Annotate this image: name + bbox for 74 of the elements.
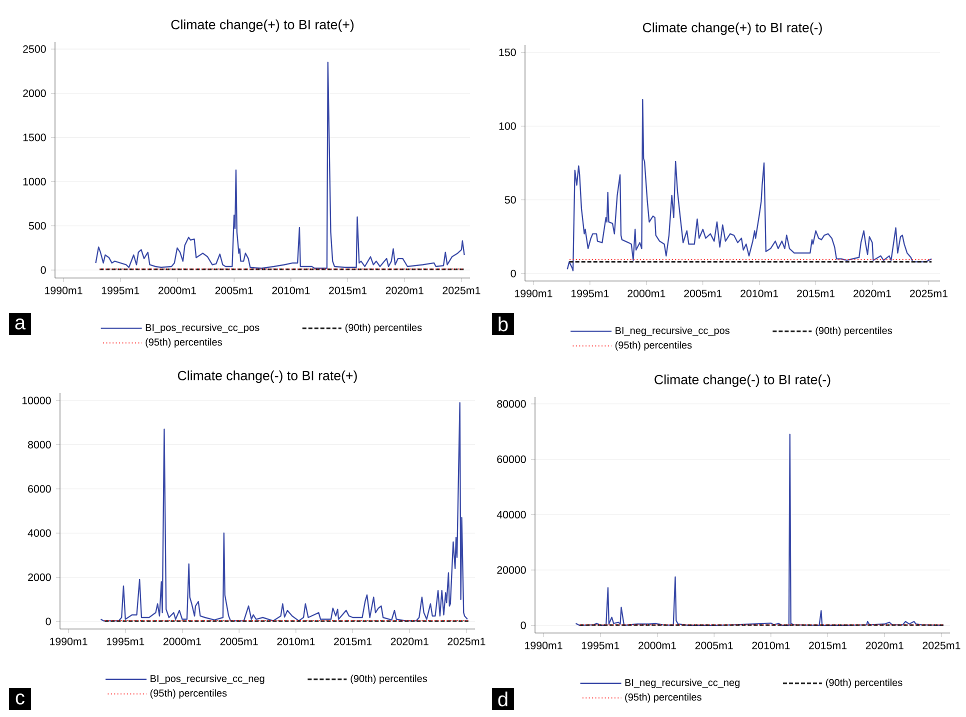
y-tick-label: 4000	[28, 529, 51, 537]
x-tick-label: 2000m1	[158, 286, 196, 294]
x-tick-label: 2020m1	[390, 638, 428, 646]
legend-label: (95th) percentiles	[150, 689, 227, 699]
x-tick-label: 1990m1	[50, 638, 88, 646]
x-tick-label: 1995m1	[102, 286, 140, 294]
x-tick-label: 2015m1	[334, 638, 372, 646]
legend-label: (90th) percentiles	[826, 678, 902, 688]
x-tick-label: 2015m1	[329, 286, 367, 294]
line-series	[100, 402, 468, 622]
x-tick-label: 1995m1	[106, 638, 144, 646]
y-tick-label: 80000	[497, 400, 526, 408]
x-tick-label: 2005m1	[684, 290, 722, 298]
legend-label: (90th) percentiles	[816, 326, 892, 336]
x-tick-label: 2025m1	[922, 642, 960, 650]
y-tick-label: 0	[40, 266, 46, 274]
legend-label: (90th) percentiles	[345, 324, 422, 334]
y-tick-label: 40000	[496, 510, 526, 518]
x-tick-label: 2015m1	[809, 642, 847, 650]
legend-label: BI_pos_recursive_cc_pos	[146, 324, 260, 334]
y-tick-label: 2000	[28, 574, 51, 582]
x-tick-label: 2025m1	[442, 286, 480, 294]
chart-title: Climate change(+) to BI rate(+)	[171, 20, 354, 32]
x-tick-label: 1995m1	[571, 290, 609, 298]
x-tick-label: 2025m1	[910, 290, 948, 298]
chart-title: Climate change(-) to BI rate(+)	[178, 370, 357, 383]
text: c	[16, 694, 24, 704]
y-tick-label: 8000	[28, 440, 51, 448]
x-tick-label: 2005m1	[215, 286, 253, 294]
y-tick-label: 150	[499, 48, 516, 56]
y-tick-label: 50	[504, 196, 516, 204]
legend-label: (95th) percentiles	[625, 693, 702, 703]
x-tick-label: 1990m1	[45, 286, 82, 294]
x-tick-label: 2010m1	[277, 638, 315, 646]
x-tick-label: 2025m1	[448, 638, 486, 646]
legend-label: (95th) percentiles	[615, 341, 692, 351]
x-tick-label: 2010m1	[740, 290, 778, 298]
y-tick-label: 6000	[28, 485, 51, 493]
y-tick-label: 0	[520, 622, 526, 630]
text: b	[498, 316, 508, 332]
y-tick-label: 10000	[22, 396, 51, 404]
y-tick-label: 100	[499, 122, 516, 130]
legend-label: (90th) percentiles	[350, 674, 427, 684]
x-tick-label: 1990m1	[525, 642, 562, 650]
y-tick-label: 1000	[23, 178, 46, 186]
x-tick-label: 2005m1	[220, 638, 258, 646]
x-tick-label: 2010m1	[272, 286, 310, 294]
y-tick-label: 500	[28, 222, 46, 230]
chart-title: Climate change(-) to BI rate(-)	[654, 374, 830, 387]
chart-title: Climate change(+) to BI rate(-)	[642, 22, 822, 35]
legend-label: BI_neg_recursive_cc_pos	[616, 326, 730, 336]
x-tick-label: 2000m1	[638, 642, 676, 650]
y-tick-label: 20000	[497, 566, 526, 574]
legend-label: BI_neg_recursive_cc_neg	[625, 678, 740, 688]
x-tick-label: 2000m1	[164, 638, 201, 646]
x-tick-label: 2020m1	[866, 642, 904, 650]
text: a	[15, 318, 26, 330]
y-tick-label: 1500	[23, 134, 46, 142]
text: d	[498, 692, 508, 706]
x-tick-label: 2020m1	[854, 290, 892, 298]
y-tick-label: 0	[46, 618, 51, 626]
y-tick-label: 0	[510, 270, 516, 278]
x-tick-label: 1990m1	[515, 290, 552, 298]
legend-label: BI_pos_recursive_cc_neg	[150, 674, 264, 684]
x-tick-label: 1995m1	[582, 642, 620, 650]
y-tick-label: 60000	[497, 456, 526, 464]
x-tick-label: 2005m1	[695, 642, 733, 650]
x-tick-label: 2020m1	[386, 286, 424, 294]
x-tick-label: 2015m1	[797, 290, 835, 298]
y-tick-label: 2000	[23, 89, 46, 98]
x-tick-label: 2000m1	[628, 290, 666, 298]
legend-label: (95th) percentiles	[146, 338, 222, 348]
x-tick-label: 2010m1	[752, 642, 790, 650]
y-tick-label: 2500	[23, 45, 46, 53]
